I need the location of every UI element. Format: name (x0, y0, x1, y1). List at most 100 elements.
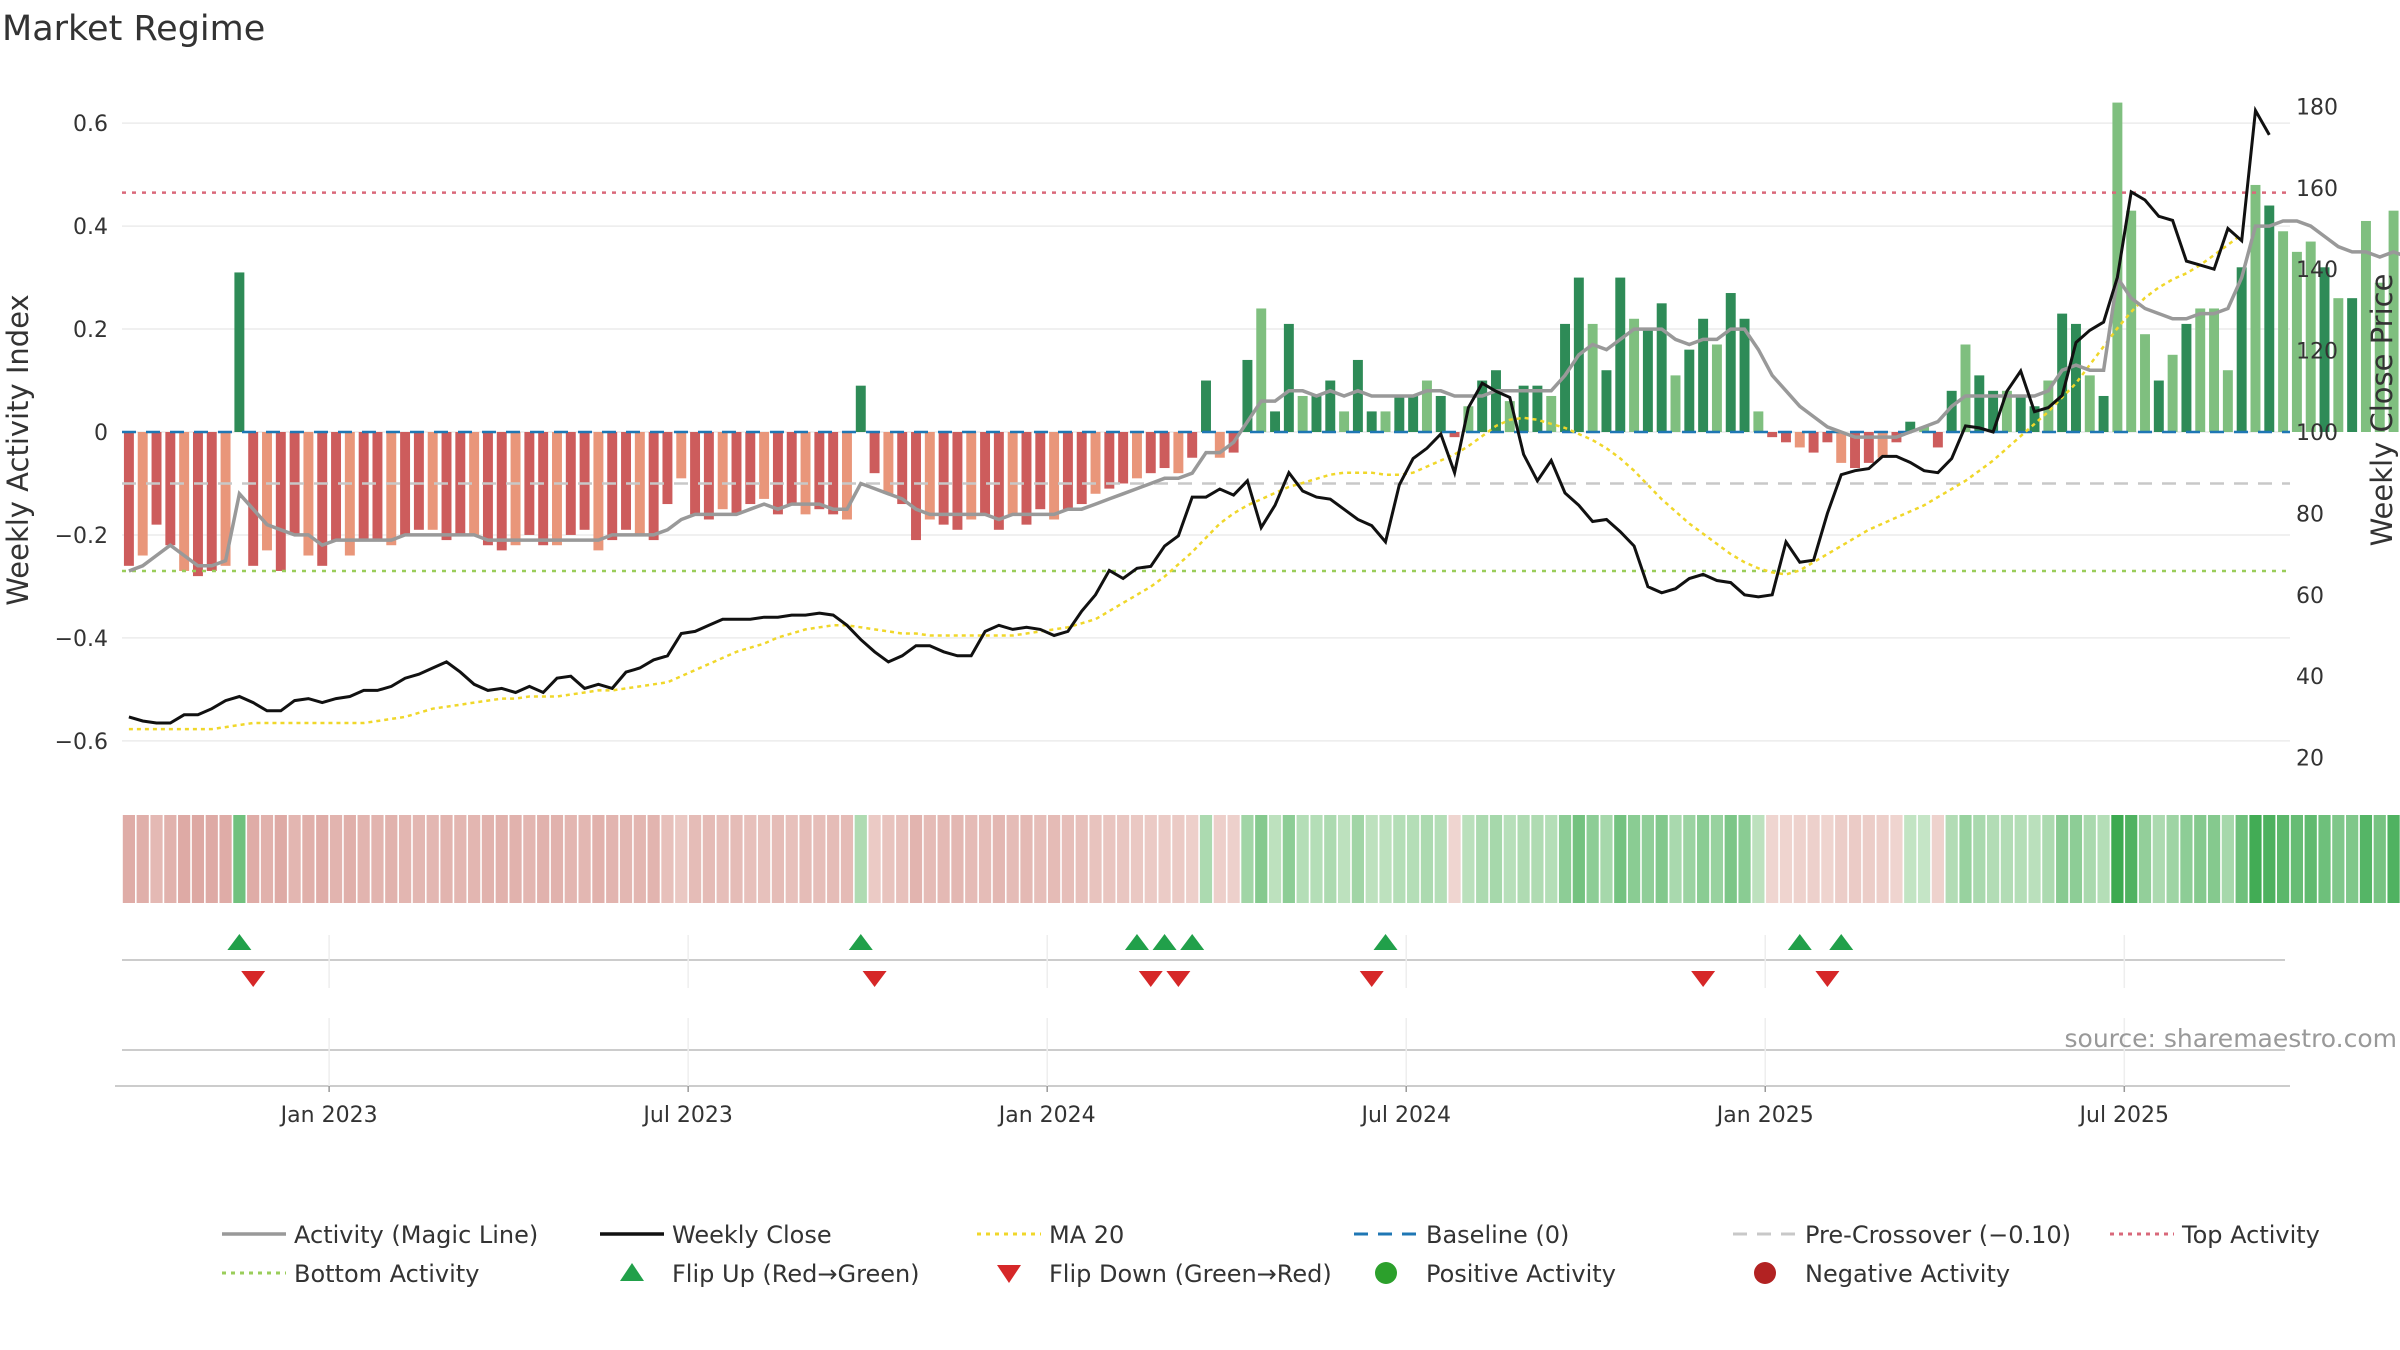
activity-bar (2264, 205, 2275, 432)
heat-cell (412, 815, 425, 903)
activity-bar (952, 432, 963, 530)
y-left-axis-title: Weekly Activity Index (1, 294, 35, 605)
heat-cell (357, 815, 370, 903)
flip-down-marker (1166, 971, 1191, 987)
heat-cell (509, 815, 522, 903)
heat-cell (1959, 815, 1972, 903)
flip-down-marker (1359, 971, 1384, 987)
y-left-tick-label: −0.4 (55, 627, 108, 652)
x-tick-label: Jan 2024 (997, 1103, 1096, 1128)
activity-bar (1767, 432, 1778, 438)
weekly-close-line (128, 105, 2271, 725)
flip-up-marker (1124, 934, 1149, 950)
heat-cell (440, 815, 453, 903)
activity-bar (966, 432, 977, 520)
heat-cell (302, 815, 315, 903)
heat-cell (1268, 815, 1282, 903)
activity-bar (1491, 370, 1501, 432)
heat-cell (481, 815, 495, 903)
activity-bar (1076, 432, 1087, 505)
activity-bar (2388, 210, 2399, 432)
activity-bar (1629, 318, 1640, 432)
activity-bar (2098, 395, 2109, 432)
heat-cell (260, 815, 274, 903)
activity-bar (1781, 432, 1791, 443)
heat-cell (1034, 815, 1047, 903)
heat-cell (1835, 815, 1848, 903)
activity-bar (1988, 390, 1999, 432)
heat-cell (592, 815, 605, 903)
activity-bar (275, 432, 286, 571)
y-right-tick-label: 100 (2296, 421, 2338, 446)
flip-up-marker (1787, 934, 1812, 950)
activity-bar (1214, 432, 1225, 458)
heat-cell (827, 815, 840, 903)
heat-cell (1075, 815, 1088, 903)
activity-bar (1822, 432, 1833, 443)
activity-bar (220, 432, 231, 566)
flip-up-marker (1373, 934, 1398, 950)
heat-cell (2373, 815, 2386, 903)
activity-bar (1366, 411, 1377, 432)
heat-cell (1627, 815, 1641, 903)
x-tick-label: Jul 2024 (1359, 1103, 1451, 1128)
heat-cell (1683, 815, 1696, 903)
heat-cell (2332, 815, 2345, 903)
activity-bar (2222, 370, 2233, 432)
legend-label: MA 20 (1049, 1221, 1124, 1249)
heat-cell (2166, 815, 2179, 903)
legend: Activity (Magic Line) Weekly Close MA 20 Ba… (222, 1221, 2320, 1288)
flip-up-marker (848, 934, 873, 950)
activity-bar (1960, 344, 1971, 432)
activity-bar (1311, 395, 1322, 432)
flip-up-marker (1829, 934, 1854, 950)
heat-cell (1987, 815, 2000, 903)
heat-cell (1365, 815, 1378, 903)
x-axis: Jan 2023 Jul 2023 Jan 2024 Jul 2024 Jan 2025… (115, 935, 2290, 1128)
legend-swatch (997, 1265, 1021, 1283)
heat-cell (2235, 815, 2248, 903)
heat-cell (2014, 815, 2027, 903)
activity-bar (980, 432, 991, 515)
heat-cell (2276, 815, 2290, 903)
heat-cell (550, 815, 564, 903)
activity-bar (441, 432, 452, 541)
heat-cell (1503, 815, 1516, 903)
activity-bar (1394, 395, 1405, 432)
heat-cell (426, 815, 439, 903)
activity-bar (731, 432, 742, 515)
heat-cell (813, 815, 826, 903)
heat-cell (1917, 815, 1931, 903)
heat-cell (923, 815, 936, 903)
legend-label: Baseline (0) (1426, 1221, 1569, 1249)
heat-cell (1407, 815, 1420, 903)
y-left-tick-label: 0.6 (73, 112, 108, 137)
heat-cell (1821, 815, 1834, 903)
activity-bar (1587, 323, 1598, 432)
activity-bar (1670, 375, 1681, 432)
activity-bar (1201, 380, 1211, 432)
activity-bar (662, 432, 673, 505)
activity-bar (1131, 432, 1142, 479)
activity-bar (1449, 432, 1460, 438)
heat-cell (274, 815, 287, 903)
activity-bar (1187, 432, 1198, 458)
series-lines (128, 105, 2400, 731)
heat-cell (1172, 815, 1185, 903)
heat-cell (1006, 815, 1019, 903)
heat-cell (2042, 815, 2055, 903)
activity-bar (123, 432, 134, 566)
y-left-axis: 0.6 0.4 0.2 0 −0.2 −0.4 −0.6 (55, 112, 108, 755)
heat-cell (1089, 815, 1102, 903)
heat-cell (730, 815, 743, 903)
activity-bar (2374, 282, 2385, 432)
heat-cell (1848, 815, 1862, 903)
activity-bar (1283, 323, 1294, 432)
activity-bar (1739, 318, 1750, 432)
activity-bar (2250, 184, 2261, 432)
heat-cell (247, 815, 260, 903)
x-tick-label: Jan 2025 (1715, 1103, 1814, 1128)
x-tick-label: Jul 2025 (2078, 1103, 2170, 1128)
activity-bar (579, 432, 590, 530)
heat-cell (951, 815, 964, 903)
